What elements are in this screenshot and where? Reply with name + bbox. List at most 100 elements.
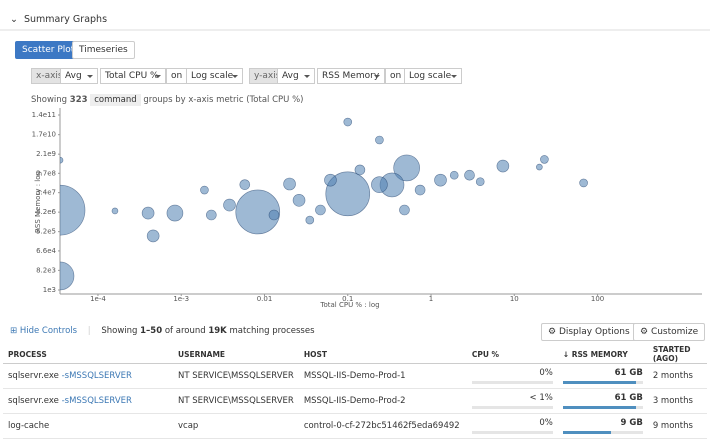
point [434, 173, 447, 187]
text: 1–50 [140, 326, 163, 336]
point [579, 178, 588, 188]
table-row: log-cache vcap control-0-cf-272bc51462f5e… [3, 413, 707, 439]
column-header: ↓ RSS MEMORY [557, 345, 648, 364]
x-tick-label: 100 [591, 295, 604, 303]
text: Display Options [558, 327, 630, 337]
mem-bar [562, 381, 643, 384]
label: on [166, 68, 188, 84]
text: sqlservr.exe [8, 396, 59, 406]
point [315, 204, 326, 216]
point [464, 169, 475, 181]
text: sqlservr.exe -sMSSQLSERVER NT SERVICE\MS… [3, 363, 707, 439]
cell: 0% [466, 413, 558, 439]
text: RSS MEMORY [571, 349, 628, 359]
cell: 61 GB [557, 388, 648, 414]
select[interactable]: Log scale [404, 68, 462, 84]
text: log-cache [8, 421, 50, 431]
point [146, 229, 160, 243]
cpu-bar [471, 381, 553, 384]
x-tick-label: 1e-3 [173, 295, 189, 303]
text: groups by x-axis metric (Total CPU %) [143, 95, 304, 105]
point [536, 163, 543, 171]
footer-bar: ⊞ Hide Controls | Showing 1–50 of around… [10, 326, 315, 336]
point [540, 155, 549, 164]
summary: Showing 323 command groups by x-axis met… [31, 94, 304, 106]
button[interactable]: ⚙ Customize [633, 323, 706, 341]
text: 61 GB [614, 393, 643, 403]
text: < 1% [529, 393, 553, 403]
x-tick-label: 0.01 [257, 295, 273, 303]
y-tick-label: 5.2e5 [36, 228, 56, 236]
cpu-bar [471, 406, 553, 409]
x-tick-label: 1 [429, 295, 433, 303]
select[interactable]: Total CPU % [100, 68, 166, 84]
y-tick-label: 4.2e6 [36, 208, 56, 216]
point [292, 193, 306, 207]
text [562, 381, 637, 384]
header-row: PROCESS USERNAME HOST CPU % ↓ RSS MEMORY STA… [3, 345, 707, 364]
cell: 3 months [647, 388, 707, 414]
point [283, 177, 296, 191]
text: Showing [101, 326, 138, 336]
point [223, 198, 236, 212]
cell: log-cache [3, 413, 173, 439]
text: 0% [539, 418, 553, 428]
point [60, 184, 86, 236]
tab[interactable]: Timeseries [72, 41, 135, 59]
text: sqlservr.exe [8, 371, 59, 381]
link[interactable]: -sMSSQLSERVER [61, 371, 132, 381]
cell: NT SERVICE\MSSQLSERVER [173, 388, 299, 414]
text [562, 406, 637, 409]
table-row: sqlservr.exe -sMSSQLSERVER NT SERVICE\MS… [3, 363, 707, 389]
column-header: HOST [298, 345, 467, 364]
section-title: Summary Graphs [24, 14, 108, 25]
y-tick-label: 6.6e4 [36, 247, 56, 255]
point [239, 179, 251, 190]
text: PROCESS USERNAME HOST CPU % ↓ RSS MEMORY STA… [3, 345, 707, 364]
select[interactable]: Log scale [186, 68, 243, 84]
point [414, 184, 426, 196]
points [60, 117, 588, 291]
cell: control-0-cf-272bc51462f5eda69492 [298, 413, 467, 439]
x-tick-label: 1e-4 [90, 295, 106, 303]
mem-bar [562, 406, 643, 409]
y-tick-label: 1.4e11 [32, 111, 56, 119]
text: 9 GB [620, 418, 643, 428]
point [60, 156, 64, 164]
point [324, 173, 337, 187]
y-tick-label: 1.7e10 [32, 131, 56, 139]
y-tick-label: 3.4e7 [36, 189, 56, 197]
y-tick-label: 1e3 [43, 286, 56, 294]
process-table: PROCESS USERNAME HOST CPU % ↓ RSS MEMORY STA… [3, 345, 707, 439]
point [449, 170, 459, 180]
y-tick-label: 8.2e3 [36, 266, 56, 274]
point [166, 204, 184, 222]
x-tick-label: 0.1 [342, 295, 353, 303]
point [371, 176, 388, 193]
select[interactable]: Avg [60, 68, 98, 84]
hide-controls[interactable]: ⊞ Hide Controls [10, 326, 78, 336]
point [354, 164, 366, 176]
cpu-bar [471, 431, 553, 434]
point [496, 159, 510, 173]
button[interactable]: ⚙ Display Options [541, 323, 637, 341]
cell: 9 months [647, 413, 707, 439]
y-axis-title: RSS Memory : log [34, 171, 42, 233]
scatter-chart: Total CPU % : log RSS Memory : log 1e3 8.… [0, 29, 710, 309]
select[interactable]: Avg [277, 68, 315, 84]
text: 19K [208, 326, 227, 336]
text: Showing [31, 95, 68, 105]
link[interactable]: -sMSSQLSERVER [61, 396, 132, 406]
mem-bar [562, 431, 643, 434]
text: Customize [650, 327, 699, 337]
cell: MSSQL-IIS-Demo-Prod-2 [298, 388, 467, 414]
select[interactable]: RSS Memory [317, 68, 385, 84]
cell: 9 GB [557, 413, 648, 439]
section-header[interactable]: ⌄ Summary Graphs [10, 14, 108, 25]
text: command [90, 94, 141, 106]
cell: < 1% [466, 388, 558, 414]
point [235, 189, 281, 235]
text: 323 [69, 95, 88, 105]
cell: vcap [173, 413, 299, 439]
